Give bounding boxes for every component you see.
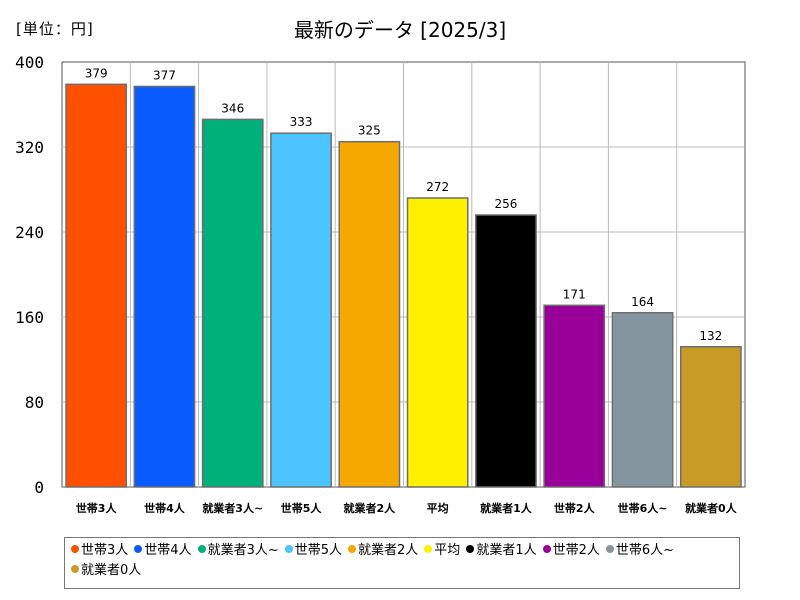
legend-item: 就業者0人 (71, 561, 141, 581)
unit-label: [単位：円] (16, 20, 94, 38)
legend-item: 世帯3人 (71, 541, 128, 561)
legend-item: 世帯2人 (542, 541, 600, 561)
bar (611, 312, 674, 488)
legend-marker (605, 545, 614, 553)
data-label: 346 (221, 101, 244, 115)
legend-label: 世帯2人 (552, 543, 600, 558)
legend-label: 世帯4人 (144, 543, 192, 558)
x-tick-label: 世帯3人 (76, 501, 118, 515)
bar (406, 197, 469, 488)
y-tick-label: 80 (25, 393, 44, 412)
data-label: 379 (85, 66, 108, 80)
legend-marker (284, 545, 293, 553)
legend-marker (348, 545, 357, 553)
legend-item: 平均 (424, 541, 460, 561)
x-tick-label: 世帯5人 (281, 501, 323, 515)
data-label: 132 (699, 329, 722, 343)
bar (65, 83, 128, 488)
legend-label: 平均 (434, 543, 461, 558)
legend-label: 世帯5人 (294, 543, 343, 558)
legend-item: 世帯4人 (134, 541, 192, 561)
legend-marker (71, 565, 79, 573)
data-label: 272 (426, 180, 449, 194)
bar (679, 346, 742, 488)
bar (338, 140, 401, 488)
y-tick-label: 160 (15, 308, 44, 327)
x-tick-label: 就業者0人 (685, 501, 738, 515)
legend-item: 世帯6人~ (605, 541, 675, 561)
legend-marker (197, 545, 206, 553)
data-label: 325 (358, 124, 381, 138)
legend-item: 世帯5人 (284, 541, 343, 561)
legend-item: 就業者3人~ (197, 541, 279, 561)
y-tick-label: 320 (15, 138, 44, 157)
data-label: 171 (563, 287, 586, 301)
legend-item: 就業者2人 (348, 541, 418, 561)
x-tick-label: 世帯2人 (554, 501, 596, 515)
x-tick-label: 就業者1人 (480, 501, 533, 515)
legend-label: 就業者0人 (81, 563, 142, 578)
x-tick-label: 平均 (427, 501, 449, 515)
legend-marker (542, 545, 551, 553)
data-label: 256 (494, 197, 517, 211)
legend-item: 就業者1人 (466, 541, 537, 561)
legend-label: 世帯6人~ (615, 543, 675, 558)
chart-title: 最新のデータ [2025/3] (293, 18, 507, 42)
y-tick-label: 240 (15, 223, 44, 242)
legend-marker (71, 545, 79, 553)
x-tick-label: 世帯6人~ (618, 501, 668, 515)
bar (270, 132, 332, 488)
chart-legend: 世帯3人 世帯4人 就業者3人~ 世帯5人 就業者2人 平均 就業者1人 世帯2人 世帯6人~ 就… (64, 537, 740, 589)
x-tick-label: 就業者2人 (344, 501, 397, 515)
x-tick-label: 就業者3人~ (202, 501, 263, 515)
legend-label: 就業者3人~ (207, 543, 279, 558)
bar (475, 214, 537, 488)
bar (133, 85, 196, 488)
x-tick-label: 世帯4人 (144, 501, 186, 515)
legend-label: 就業者1人 (476, 543, 537, 558)
bar (543, 304, 606, 488)
data-label: 333 (290, 115, 313, 129)
data-label: 164 (631, 295, 654, 309)
data-label: 377 (153, 68, 176, 82)
legend-label: 就業者2人 (358, 543, 419, 558)
legend-label: 世帯3人 (81, 543, 129, 558)
legend-marker (466, 545, 475, 553)
y-tick-label: 0 (34, 478, 44, 497)
legend-marker (424, 545, 433, 553)
y-tick-label: 400 (15, 53, 44, 72)
bar (201, 118, 264, 488)
legend-marker (134, 545, 143, 553)
